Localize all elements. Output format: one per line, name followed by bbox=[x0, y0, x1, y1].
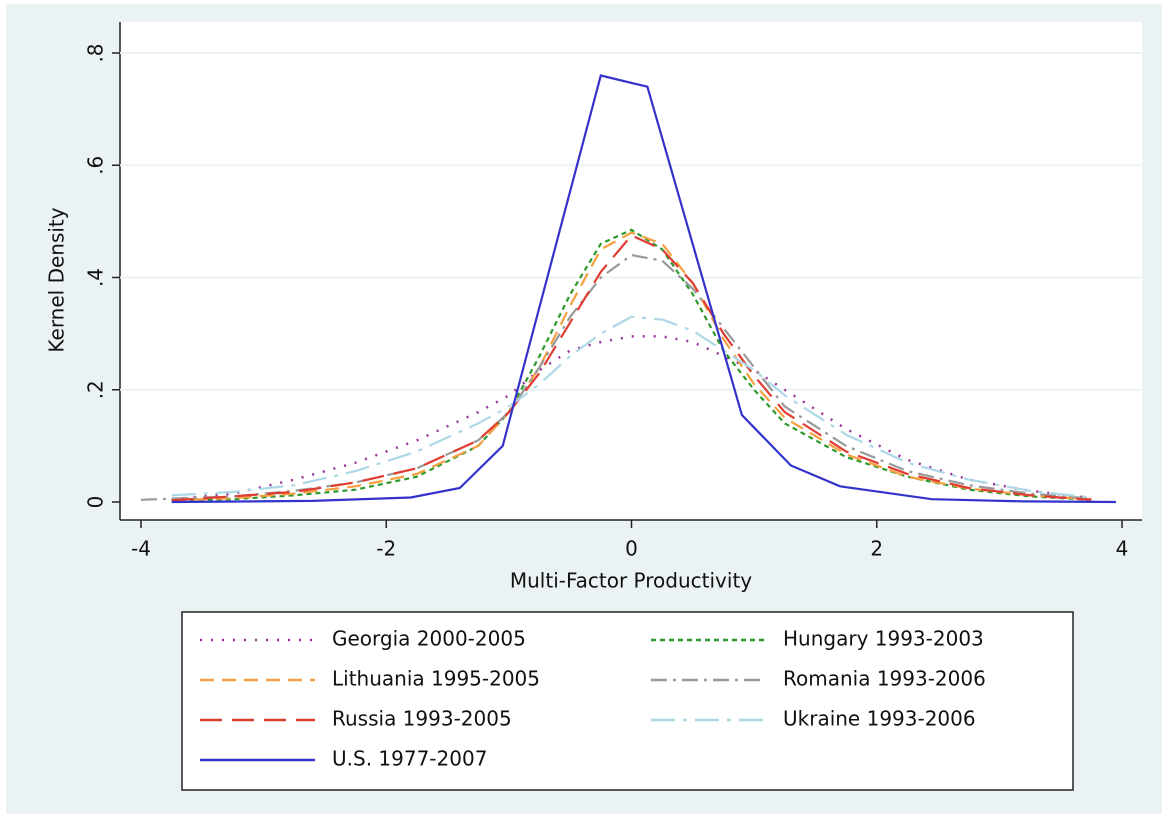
legend-label: Ukraine 1993-2006 bbox=[783, 707, 976, 731]
legend bbox=[181, 611, 1074, 791]
x-axis-title: Multi-Factor Productivity bbox=[510, 569, 752, 593]
line-series bbox=[171, 231, 1092, 502]
line-series bbox=[171, 234, 1092, 502]
x-tick-label: 0 bbox=[625, 537, 638, 561]
y-tick-label: .4 bbox=[84, 268, 108, 287]
x-tick-label: -4 bbox=[131, 537, 151, 561]
x-tick-label: 4 bbox=[1116, 537, 1129, 561]
legend-label: Georgia 2000-2005 bbox=[332, 627, 526, 651]
legend-label: Romania 1993-2006 bbox=[783, 667, 986, 691]
line-series bbox=[171, 74, 1116, 504]
y-tick-label: 0 bbox=[84, 496, 108, 509]
line-series bbox=[171, 335, 1092, 501]
y-tick-label: .8 bbox=[84, 43, 108, 62]
y-tick-label: .2 bbox=[84, 380, 108, 399]
line-series bbox=[171, 228, 1092, 502]
plot-area bbox=[120, 22, 1142, 520]
y-tick-label: .6 bbox=[84, 156, 108, 175]
legend-label: Russia 1993-2005 bbox=[332, 707, 512, 731]
y-axis-title: Kernel Density bbox=[45, 207, 69, 352]
x-tick-label: 2 bbox=[870, 537, 883, 561]
line-series bbox=[171, 315, 1092, 499]
x-tick-label: -2 bbox=[376, 537, 396, 561]
legend-label: U.S. 1977-2007 bbox=[332, 747, 487, 771]
legend-label: Hungary 1993-2003 bbox=[783, 627, 984, 651]
legend-label: Lithuania 1995-2005 bbox=[332, 667, 540, 691]
